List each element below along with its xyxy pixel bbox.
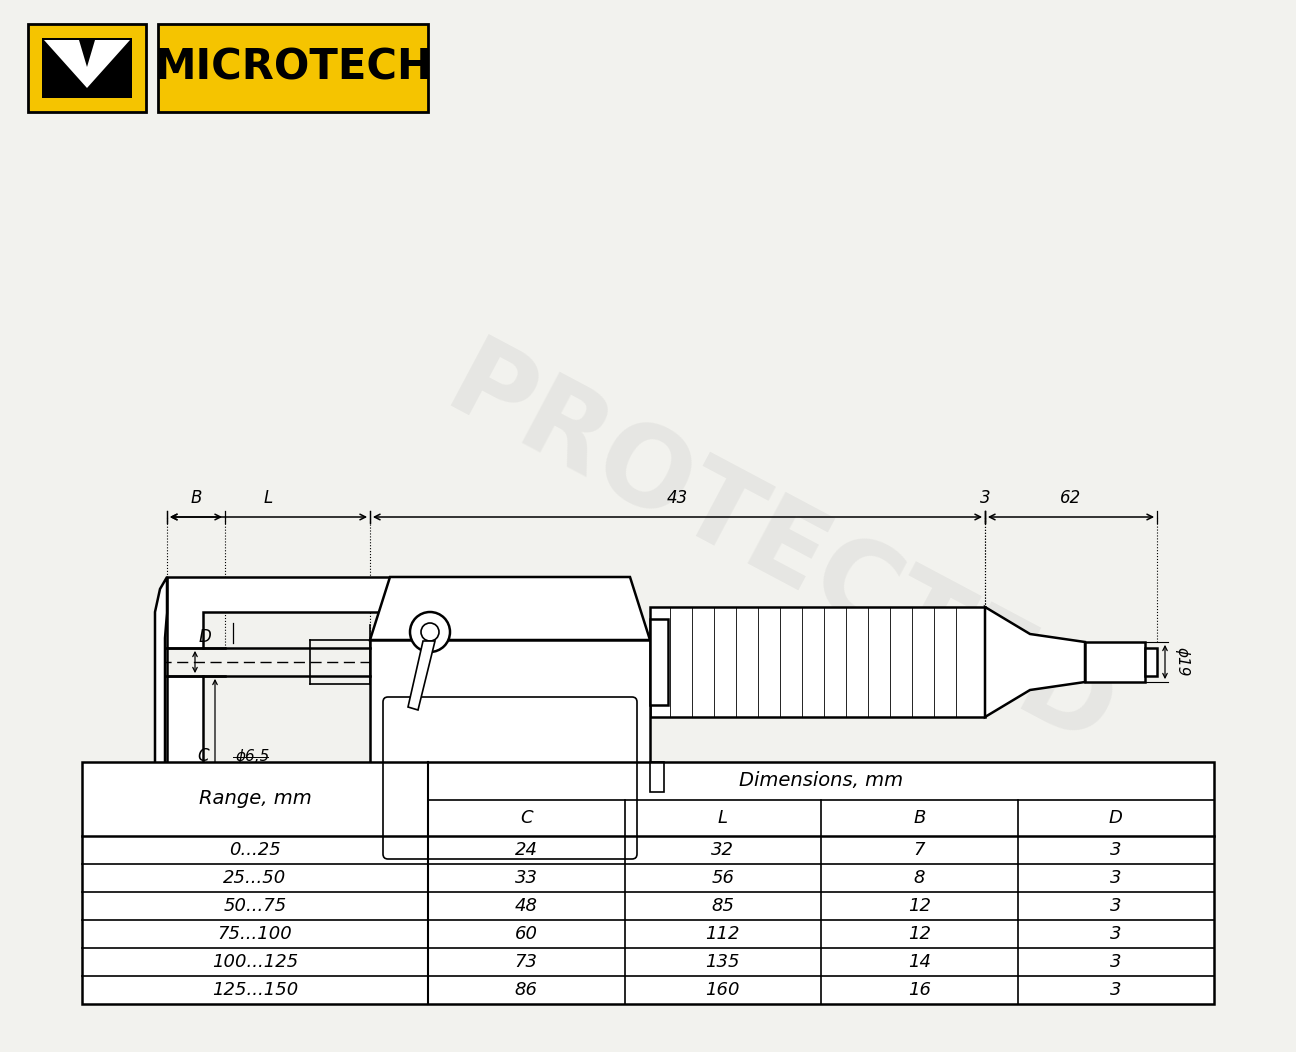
FancyBboxPatch shape [158,24,428,112]
Text: 8: 8 [914,869,925,887]
Text: 3: 3 [1109,953,1121,971]
Text: 86: 86 [515,982,538,999]
Polygon shape [44,40,130,88]
Text: 3: 3 [1109,982,1121,999]
Bar [651,619,667,705]
Text: 25...50: 25...50 [223,869,286,887]
Text: ϕ19: ϕ19 [1175,647,1190,676]
Circle shape [410,612,450,652]
Text: PROTECTED: PROTECTED [429,331,1131,772]
Text: 3: 3 [1109,925,1121,943]
Text: L: L [718,809,728,827]
Text: ϕ6,5: ϕ6,5 [236,749,271,765]
Text: 43: 43 [667,489,688,507]
Text: C: C [197,747,209,765]
FancyBboxPatch shape [384,697,638,859]
Text: 3: 3 [1109,897,1121,915]
Polygon shape [408,641,435,710]
Text: 160: 160 [705,982,740,999]
Text: MICROTECH: MICROTECH [154,47,432,89]
Bar [82,762,1214,1004]
Polygon shape [167,676,490,872]
Text: C: C [520,809,533,827]
Text: 0...25: 0...25 [229,841,281,859]
Polygon shape [985,607,1085,717]
Text: 100...125: 100...125 [211,953,298,971]
Text: D: D [200,628,211,646]
Circle shape [421,623,439,641]
Text: 50...75: 50...75 [223,897,286,915]
Text: 12: 12 [907,925,931,943]
Text: 3: 3 [1109,869,1121,887]
Text: 75...100: 75...100 [218,925,293,943]
FancyBboxPatch shape [41,38,132,98]
Text: 56: 56 [712,869,735,887]
Polygon shape [167,576,490,648]
Text: Dimensions, mm: Dimensions, mm [739,771,903,790]
Text: B: B [191,489,202,507]
Polygon shape [79,40,95,67]
Text: 7: 7 [914,841,925,859]
Text: B: B [914,809,925,827]
Text: 3: 3 [1109,841,1121,859]
Text: 24: 24 [515,841,538,859]
Polygon shape [156,576,167,872]
Text: L: L [264,489,273,507]
Text: 16: 16 [907,982,931,999]
Text: 32: 32 [712,841,735,859]
Bar [82,762,1214,1004]
Text: 135: 135 [705,953,740,971]
Text: 14: 14 [907,953,931,971]
Bar [1085,642,1144,682]
Text: 48: 48 [515,897,538,915]
Bar [651,762,664,792]
Text: 62: 62 [1060,489,1082,507]
Bar [1144,648,1157,676]
Text: 85: 85 [712,897,735,915]
Text: 112: 112 [705,925,740,943]
FancyBboxPatch shape [29,24,146,112]
Text: D: D [1109,809,1122,827]
Text: 12: 12 [907,897,931,915]
Polygon shape [369,640,651,872]
Text: 125...150: 125...150 [211,982,298,999]
Text: 73: 73 [515,953,538,971]
Text: 3: 3 [980,489,990,507]
Text: 60: 60 [515,925,538,943]
Bar [651,607,985,717]
Text: 33: 33 [515,869,538,887]
Text: Range, mm: Range, mm [198,789,311,809]
Polygon shape [369,576,651,640]
